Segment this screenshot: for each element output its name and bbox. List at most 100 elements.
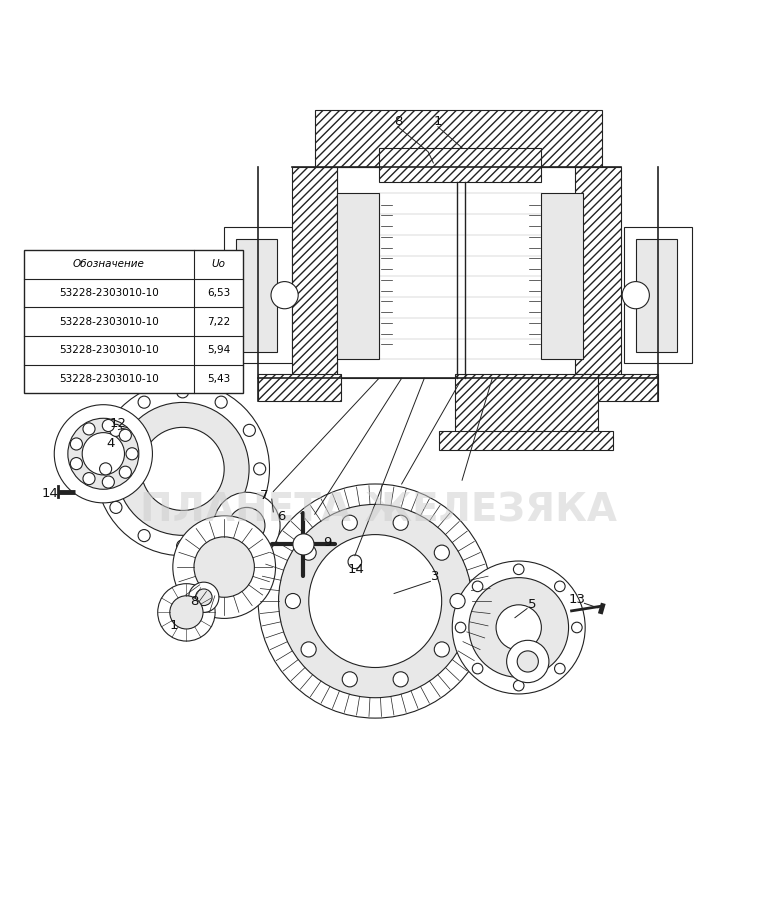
Text: 14: 14 [348,562,365,576]
Circle shape [214,492,280,559]
Bar [625,227,692,363]
Text: 8: 8 [393,115,402,128]
Circle shape [513,564,524,574]
Circle shape [102,419,114,432]
Circle shape [170,596,203,629]
Circle shape [177,540,189,552]
Bar [224,227,292,363]
Circle shape [126,447,138,460]
Circle shape [138,529,150,542]
Text: 1: 1 [434,115,442,128]
Circle shape [194,537,255,598]
Circle shape [83,472,95,485]
Circle shape [173,516,276,618]
Circle shape [271,282,298,309]
Circle shape [141,428,224,510]
Circle shape [434,642,449,657]
Bar [455,374,598,443]
Circle shape [116,402,249,536]
Bar [541,194,583,359]
Circle shape [243,501,255,513]
Circle shape [393,515,409,530]
Text: Обозначение: Обозначение [73,259,145,269]
Circle shape [82,433,124,475]
Text: 5: 5 [528,598,537,610]
Text: 53228-2303010-10: 53228-2303010-10 [59,374,159,384]
Circle shape [119,429,131,441]
Circle shape [517,651,538,672]
Text: 4: 4 [107,437,115,451]
Circle shape [215,529,227,542]
Circle shape [258,484,492,718]
Text: 6,53: 6,53 [207,288,230,298]
Circle shape [555,581,565,591]
Text: 7,22: 7,22 [207,317,230,327]
Circle shape [229,508,265,544]
Circle shape [450,593,465,608]
Circle shape [572,622,582,633]
Text: 53228-2303010-10: 53228-2303010-10 [59,288,159,298]
Circle shape [138,396,150,409]
Circle shape [301,642,316,657]
Circle shape [70,438,83,450]
Circle shape [301,545,316,560]
Bar [440,431,613,450]
Circle shape [158,584,215,641]
Circle shape [506,640,549,682]
Bar [337,166,579,378]
Circle shape [177,386,189,398]
Circle shape [278,504,472,698]
Text: 53228-2303010-10: 53228-2303010-10 [59,317,159,327]
Circle shape [189,582,219,612]
Circle shape [196,589,212,606]
Circle shape [285,593,300,608]
Circle shape [348,555,362,569]
Circle shape [453,561,585,694]
Text: 3: 3 [431,571,440,583]
Circle shape [102,476,114,488]
Text: 6: 6 [277,510,285,523]
Circle shape [622,282,650,309]
Circle shape [55,405,152,503]
Bar [236,238,277,352]
Circle shape [309,535,442,668]
Circle shape [513,680,524,691]
Circle shape [469,578,568,678]
Circle shape [342,671,357,687]
Circle shape [293,534,314,555]
Bar [636,238,678,352]
Circle shape [496,605,541,650]
Circle shape [472,581,483,591]
Circle shape [68,418,139,490]
Circle shape [119,466,131,478]
Text: 9: 9 [324,536,332,549]
Circle shape [393,671,409,687]
Bar [292,166,337,378]
Circle shape [110,501,122,513]
Text: 1: 1 [169,618,178,632]
Text: 13: 13 [568,593,585,606]
Circle shape [342,515,357,530]
Circle shape [215,396,227,409]
Bar [337,194,379,359]
Text: 7: 7 [260,489,268,502]
Text: 12: 12 [110,417,127,430]
Circle shape [243,424,255,436]
Bar [258,374,341,400]
Bar [315,110,602,166]
Bar [575,166,621,378]
Text: ПЛАНЕТА ЖЕЛЕЗЯКА: ПЛАНЕТА ЖЕЛЕЗЯКА [140,491,618,529]
Circle shape [96,382,270,555]
Text: Uo: Uo [211,259,226,269]
Circle shape [472,663,483,674]
Circle shape [456,622,466,633]
Text: 14: 14 [42,487,59,500]
Text: 53228-2303010-10: 53228-2303010-10 [59,346,159,356]
Bar [24,250,243,393]
Text: 8: 8 [190,595,198,608]
Text: 5,43: 5,43 [207,374,230,384]
Circle shape [254,463,266,475]
Bar [575,374,659,400]
Circle shape [99,463,111,475]
Circle shape [434,545,449,560]
